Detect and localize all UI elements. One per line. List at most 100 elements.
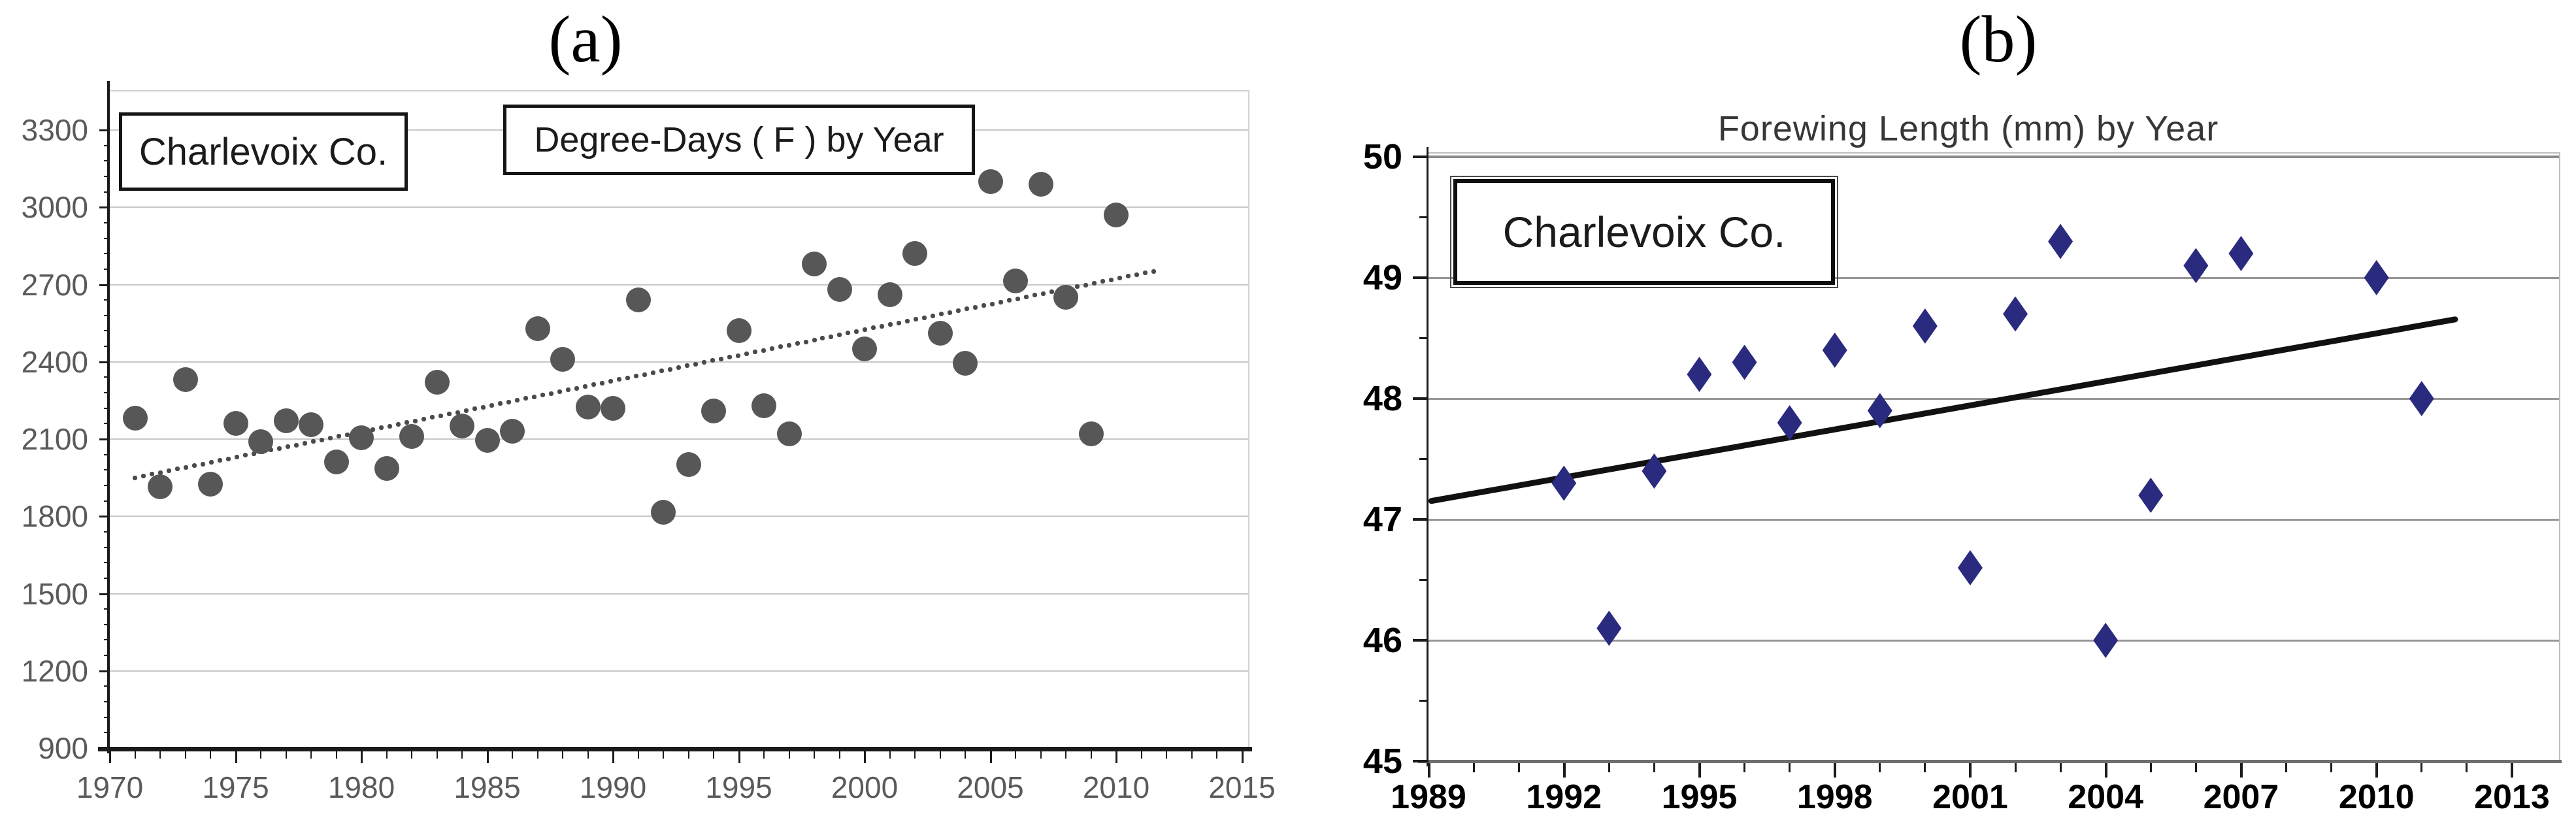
trendline-dotted-segment [582, 384, 587, 389]
trendline-dotted-segment [820, 336, 825, 341]
x-minor-tick [159, 751, 161, 759]
trendline-dotted-segment [1151, 269, 1157, 274]
x-tick-mark [2511, 763, 2514, 778]
trendline-dotted-segment [395, 421, 401, 427]
trendline-dotted-segment [650, 370, 655, 375]
y-tick-label: 3000 [21, 190, 88, 225]
trendline-dotted-segment [1092, 280, 1097, 286]
y-minor-tick [104, 175, 110, 177]
trendline-dotted-segment [837, 332, 842, 337]
trendline-dotted-segment [769, 346, 774, 352]
x-tick-mark [235, 751, 237, 763]
x-tick-label: 2000 [831, 770, 899, 804]
x-minor-tick [939, 751, 941, 759]
trendline-dotted-segment [982, 303, 987, 308]
plot-frame-right [1248, 90, 1249, 748]
data-point-circle [651, 500, 676, 525]
x-tick-mark [1241, 751, 1244, 763]
data-point-circle [625, 287, 651, 313]
trendline-dotted-segment [778, 344, 783, 350]
y-tick-label: 46 [1362, 621, 1402, 660]
x-minor-tick [537, 751, 538, 759]
y-minor-tick [104, 221, 110, 223]
trendline-dotted-segment [871, 325, 876, 331]
data-point-circle [399, 424, 424, 450]
x-tick-label: 1970 [76, 770, 144, 804]
data-point-diamond [1551, 465, 1577, 501]
data-point-circle [927, 321, 953, 346]
x-minor-tick [1090, 751, 1092, 759]
y-minor-tick [104, 191, 110, 193]
plot-frame-top [1428, 152, 2559, 154]
y-minor-tick [104, 701, 110, 703]
data-point-circle [1053, 285, 1078, 310]
y-tick-mark [99, 516, 110, 518]
x-minor-tick [210, 751, 211, 759]
x-tick-label: 2005 [957, 770, 1024, 804]
gridline [110, 206, 1248, 208]
trendline-dotted-segment [319, 437, 324, 442]
trendline-dotted-segment [931, 313, 936, 318]
y-tick-mark [1413, 760, 1428, 763]
data-point-circle [223, 411, 248, 436]
y-tick-label: 48 [1362, 379, 1402, 418]
y-minor-tick [104, 160, 110, 162]
x-tick-mark [612, 751, 614, 763]
x-minor-tick [1015, 751, 1016, 759]
trendline-dotted-segment [251, 451, 256, 456]
trendline-dotted-segment [1007, 298, 1012, 303]
trendline-dotted-segment [497, 401, 503, 406]
x-minor-tick [2285, 763, 2288, 772]
trendline-dotted-segment [191, 463, 197, 468]
y-minor-tick [1419, 458, 1428, 460]
trendline-dotted-segment [540, 393, 545, 398]
x-minor-tick [1517, 763, 1520, 772]
trendline-dotted-segment [446, 412, 452, 417]
x-minor-tick [914, 751, 916, 759]
x-minor-tick [512, 751, 513, 759]
x-tick-mark [2239, 763, 2243, 778]
trendline-dotted-segment [710, 358, 715, 363]
x-minor-tick [1472, 763, 1475, 772]
chart-a-annotation-box: Charlevoix Co. [119, 112, 408, 191]
data-point-circle [953, 350, 978, 376]
data-point-diamond [2409, 381, 2434, 416]
trendline-dotted-segment [965, 306, 970, 312]
data-point-circle [349, 425, 374, 451]
y-minor-tick [104, 407, 110, 409]
data-point-circle [474, 427, 500, 453]
x-tick-label: 2001 [1932, 778, 2008, 816]
x-minor-tick [788, 751, 790, 759]
x-minor-tick [335, 751, 337, 759]
trendline-dotted-segment [1032, 293, 1038, 298]
trendline-dotted-segment [208, 459, 214, 465]
x-tick-mark [1698, 763, 1701, 778]
trendline-dotted-segment [599, 380, 604, 385]
x-axis-line [98, 747, 1252, 751]
x-minor-tick [1924, 763, 1926, 772]
trendline-dotted-segment [404, 420, 409, 425]
data-point-circle [751, 393, 776, 418]
y-axis-line [1427, 147, 1428, 766]
y-tick-label: 49 [1362, 258, 1402, 297]
trendline-dotted-segment [693, 361, 698, 367]
data-point-circle [273, 408, 299, 434]
trendline-dotted-segment [863, 327, 868, 333]
trendline-dotted-segment [548, 391, 553, 396]
y-minor-tick [104, 562, 110, 564]
data-point-diamond [2364, 260, 2389, 295]
trendline-dotted-segment [166, 468, 171, 474]
x-tick-label: 1975 [202, 770, 269, 804]
x-minor-tick [1608, 763, 1610, 772]
trendline-dotted-segment [786, 342, 791, 348]
y-minor-tick [104, 531, 110, 533]
trendline-dotted-segment [956, 308, 961, 314]
trendline-dotted-segment [557, 389, 562, 394]
data-point-circle [827, 277, 852, 303]
trendline-dotted-segment [174, 467, 180, 472]
x-minor-tick [763, 751, 765, 759]
y-tick-mark [99, 438, 110, 440]
x-axis-line [1418, 760, 2562, 763]
y-tick-label: 1500 [21, 576, 88, 611]
gridline [110, 284, 1248, 286]
